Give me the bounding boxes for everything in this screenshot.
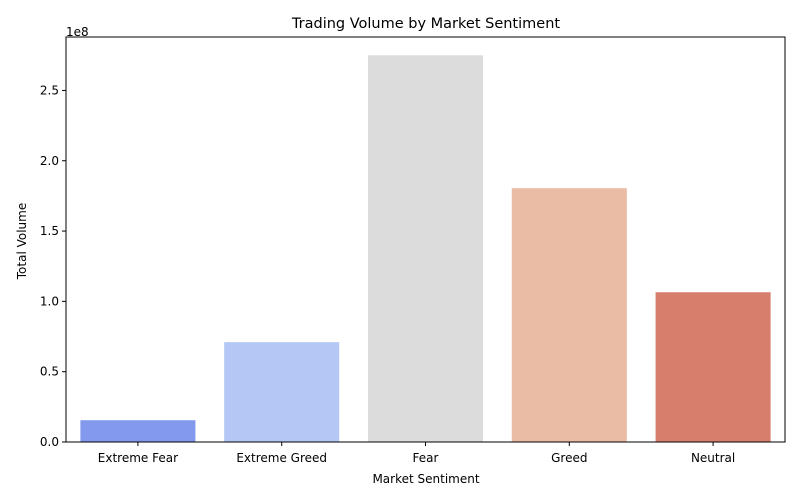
y-axis-offset-label: 1e8	[66, 25, 89, 39]
y-axis-ticks: 0.0 0.5 1.0 1.5 2.0 2.5	[40, 83, 66, 449]
x-tick-label: Greed	[551, 451, 587, 465]
y-tick-label: 0.0	[40, 435, 59, 449]
bar-greed	[511, 188, 627, 442]
plot-area-frame	[65, 36, 786, 443]
x-tick-label: Fear	[413, 451, 439, 465]
bar-extreme-fear	[80, 420, 196, 442]
x-axis-label: Market Sentiment	[372, 472, 479, 486]
y-tick-label: 1.0	[40, 294, 59, 308]
chart-title: Trading Volume by Market Sentiment	[291, 16, 560, 32]
y-tick-label: 2.5	[40, 83, 59, 97]
x-axis-ticks: Extreme Fear Extreme Greed Fear Greed Neutra…	[98, 442, 735, 465]
x-tick-label: Extreme Fear	[98, 451, 178, 465]
x-tick-label: Neutral	[691, 451, 735, 465]
bar-neutral	[655, 292, 771, 442]
y-tick-label: 0.5	[40, 365, 59, 379]
bar-fear	[367, 55, 484, 442]
y-axis-label: Total Volume	[15, 203, 29, 280]
y-tick-label: 2.0	[40, 154, 59, 168]
bars-group	[80, 55, 771, 442]
y-tick-label: 1.5	[40, 224, 59, 238]
bar-extreme-greed	[224, 342, 340, 442]
x-tick-label: Extreme Greed	[236, 451, 327, 465]
